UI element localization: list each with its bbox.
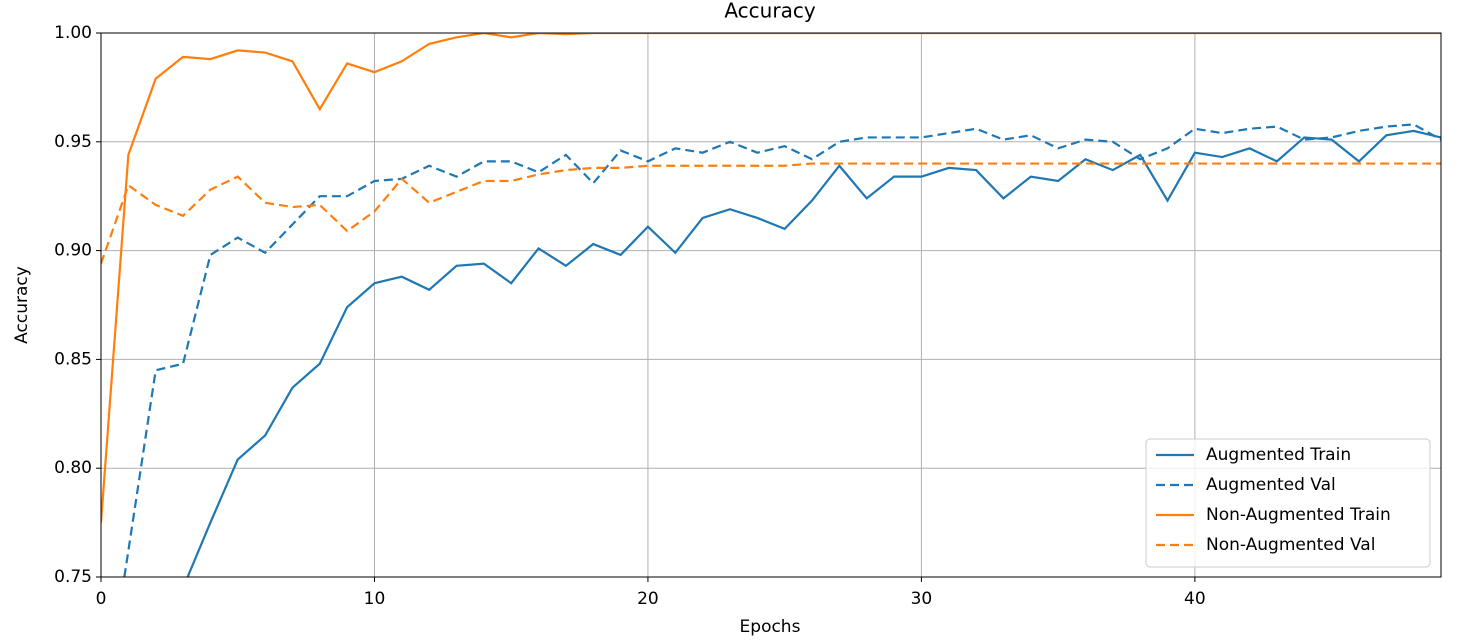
legend: Augmented Train Augmented Val Non-Augmente…: [1145, 438, 1431, 568]
x-axis-label: Epochs: [740, 617, 801, 637]
y-tick-label: 0.75: [54, 567, 92, 587]
series-line: [186, 129, 1441, 577]
x-tick-label: 20: [637, 589, 659, 609]
series-line: [101, 162, 1441, 265]
y-tick-label: 0.80: [54, 458, 92, 478]
y-tick-label: 0.95: [54, 132, 92, 152]
y-tick-label: 1.00: [54, 23, 92, 43]
legend-label: Augmented Val: [1206, 475, 1336, 495]
plot-frame: [100, 32, 1442, 578]
y-tick-label: 0.90: [54, 241, 92, 261]
legend-box: [1145, 438, 1431, 568]
y-tick-label: 0.85: [54, 349, 92, 369]
x-tick-label: 10: [364, 589, 386, 609]
plot-lines: [101, 33, 1441, 577]
x-tick-label: 40: [1184, 589, 1206, 609]
x-tick-label: 30: [911, 589, 933, 609]
chart-title: Accuracy: [724, 0, 815, 23]
series-line: [123, 123, 1441, 577]
legend-label: Augmented Train: [1206, 445, 1351, 465]
x-tick-label: 0: [96, 589, 107, 609]
series-line: [101, 33, 1441, 523]
legend-label: Non-Augmented Val: [1206, 535, 1375, 555]
y-axis-label: Accuracy: [12, 266, 32, 344]
legend-label: Non-Augmented Train: [1206, 505, 1391, 525]
